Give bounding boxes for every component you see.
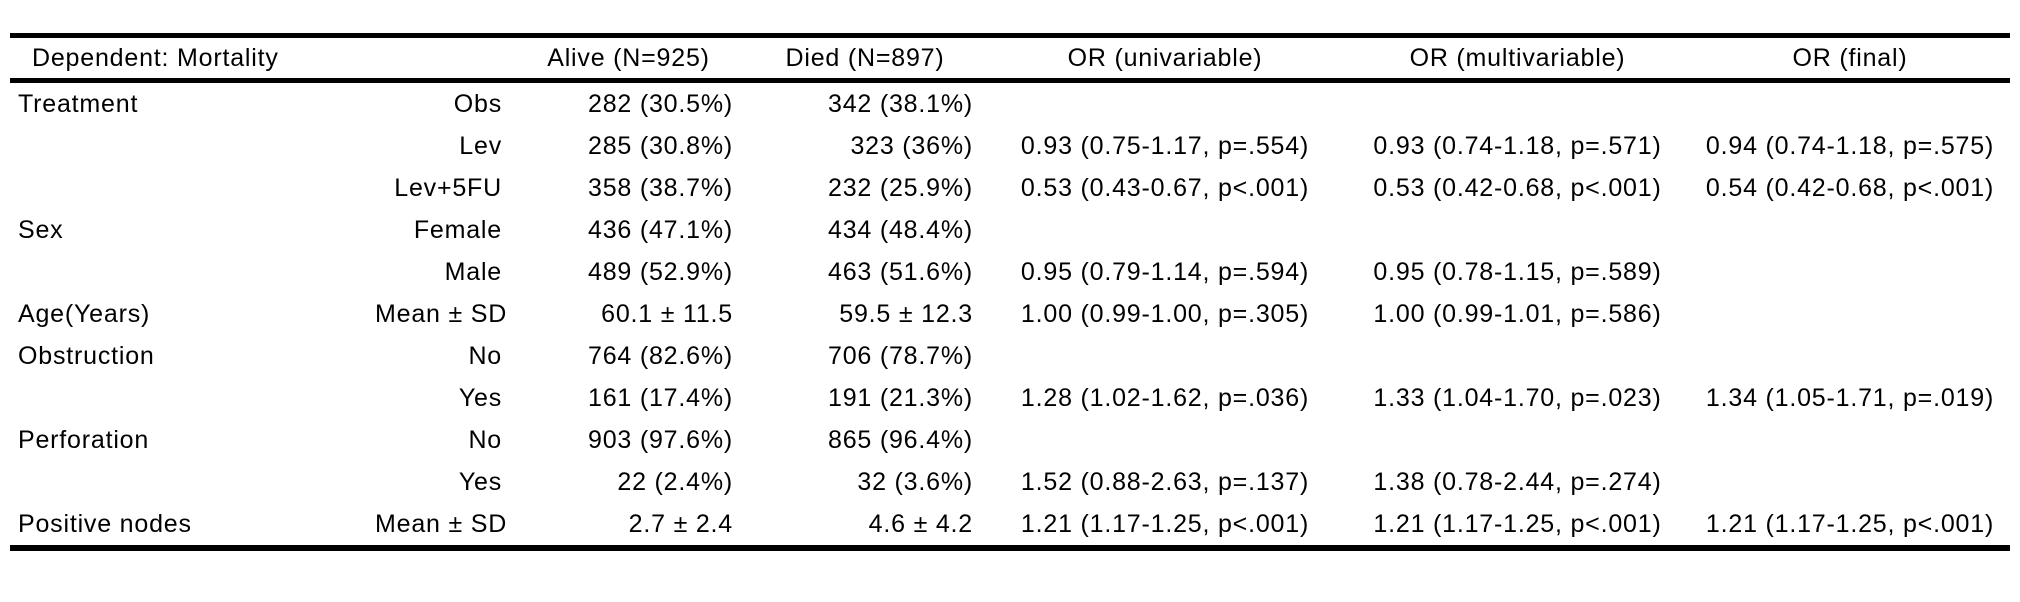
cell-variable — [10, 251, 375, 293]
cell-or-univariable: 0.95 (0.79-1.14, p=.594) — [1020, 257, 1310, 286]
cell-died: 434 (48.4%) — [828, 215, 973, 244]
cell-alive: 285 (30.8%) — [588, 131, 733, 160]
cell-variable: Sex — [18, 215, 64, 244]
cell-alive: 358 (38.7%) — [588, 173, 733, 202]
table-row: Sex Female 436 (47.1%) 434 (48.4%) — [10, 209, 2010, 251]
cell-died: 191 (21.3%) — [828, 383, 973, 412]
cell-level: Female — [413, 215, 502, 244]
cell-alive: 764 (82.6%) — [588, 341, 733, 370]
table-row: Lev+5FU 358 (38.7%) 232 (25.9%) 0.53 (0.43-… — [10, 167, 2010, 209]
cell-or-univariable: 1.52 (0.88-2.63, p=.137) — [1020, 467, 1310, 496]
cell-level: Mean ± SD — [375, 299, 508, 328]
cell-alive: 161 (17.4%) — [588, 383, 733, 412]
header-or-final: OR (final) — [1690, 35, 2010, 83]
cell-or-final — [1690, 461, 2010, 503]
table-row: Perforation No 903 (97.6%) 865 (96.4%) — [10, 419, 2010, 461]
header-died: Died (N=897) — [745, 35, 985, 83]
cell-or-final: 1.34 (1.05-1.71, p=.019) — [1705, 383, 1995, 412]
cell-level: Obs — [453, 89, 502, 118]
cell-died: 865 (96.4%) — [828, 425, 973, 454]
cell-or-univariable: 1.00 (0.99-1.00, p=.305) — [1020, 299, 1310, 328]
cell-or-multivariable: 0.93 (0.74-1.18, p=.571) — [1373, 131, 1662, 160]
cell-or-univariable — [985, 419, 1345, 461]
table-row: Obstruction No 764 (82.6%) 706 (78.7%) — [10, 335, 2010, 377]
cell-or-final — [1690, 419, 2010, 461]
cell-or-multivariable: 0.95 (0.78-1.15, p=.589) — [1373, 257, 1662, 286]
cell-level: Lev — [459, 131, 502, 160]
cell-died: 32 (3.6%) — [857, 467, 973, 496]
cell-alive: 903 (97.6%) — [588, 425, 733, 454]
cell-or-multivariable: 1.00 (0.99-1.01, p=.586) — [1373, 299, 1662, 328]
cell-died: 232 (25.9%) — [828, 173, 973, 202]
cell-variable — [10, 461, 375, 503]
cell-or-multivariable — [1345, 419, 1690, 461]
cell-or-multivariable — [1345, 335, 1690, 377]
table-row: Treatment Obs 282 (30.5%) 342 (38.1%) — [10, 81, 2010, 126]
cell-or-univariable: 1.21 (1.17-1.25, p<.001) — [1020, 509, 1310, 538]
cell-or-multivariable — [1345, 81, 1690, 126]
cell-variable: Age(Years) — [18, 299, 151, 328]
cell-or-univariable: 0.93 (0.75-1.17, p=.554) — [1020, 131, 1310, 160]
cell-variable — [10, 377, 375, 419]
cell-variable — [10, 167, 375, 209]
cell-or-multivariable — [1345, 209, 1690, 251]
cell-alive: 2.7 ± 2.4 — [628, 509, 733, 538]
cell-variable: Treatment — [18, 89, 139, 118]
cell-or-final — [1690, 293, 2010, 335]
header-row: Dependent: Mortality Alive (N=925) Died … — [10, 35, 2010, 83]
cell-or-multivariable: 1.38 (0.78-2.44, p=.274) — [1373, 467, 1662, 496]
cell-alive: 436 (47.1%) — [588, 215, 733, 244]
cell-died: 342 (38.1%) — [828, 89, 973, 118]
cell-died: 323 (36%) — [850, 131, 973, 160]
table-row: Age(Years) Mean ± SD 60.1 ± 11.5 59.5 ± 12.… — [10, 293, 2010, 335]
cell-or-univariable: 1.28 (1.02-1.62, p=.036) — [1020, 383, 1310, 412]
cell-died: 706 (78.7%) — [828, 341, 973, 370]
cell-level: Yes — [458, 467, 502, 496]
table-row: Male 489 (52.9%) 463 (51.6%) 0.95 (0.79-1.1… — [10, 251, 2010, 293]
cell-or-final — [1690, 81, 2010, 126]
mortality-regression-table: Dependent: Mortality Alive (N=925) Died … — [10, 33, 2010, 551]
cell-or-final: 0.94 (0.74-1.18, p=.575) — [1705, 131, 1995, 160]
cell-level: Lev+5FU — [394, 173, 502, 202]
cell-alive: 60.1 ± 11.5 — [601, 299, 733, 328]
cell-variable — [10, 125, 375, 167]
cell-or-univariable — [985, 335, 1345, 377]
table-row: Lev 285 (30.8%) 323 (36%) 0.93 (0.75-1.17, … — [10, 125, 2010, 167]
cell-variable: Perforation — [18, 425, 150, 454]
cell-or-univariable: 0.53 (0.43-0.67, p<.001) — [1020, 173, 1310, 202]
cell-alive: 22 (2.4%) — [617, 467, 733, 496]
cell-level: Mean ± SD — [375, 509, 508, 538]
cell-or-multivariable: 1.33 (1.04-1.70, p=.023) — [1373, 383, 1662, 412]
cell-or-univariable — [985, 81, 1345, 126]
cell-level: Yes — [458, 383, 502, 412]
cell-or-final: 0.54 (0.42-0.68, p<.001) — [1705, 173, 1995, 202]
cell-variable: Positive nodes — [18, 509, 192, 538]
cell-level: No — [468, 341, 502, 370]
header-dependent-mortality: Dependent: Mortality — [10, 35, 375, 83]
header-alive: Alive (N=925) — [512, 35, 745, 83]
cell-alive: 282 (30.5%) — [588, 89, 733, 118]
table-row: Yes 161 (17.4%) 191 (21.3%) 1.28 (1.02-1.62… — [10, 377, 2010, 419]
cell-or-final: 1.21 (1.17-1.25, p<.001) — [1705, 509, 1995, 538]
cell-died: 463 (51.6%) — [828, 257, 973, 286]
cell-variable: Obstruction — [18, 341, 155, 370]
header-or-multivariable: OR (multivariable) — [1345, 35, 1690, 83]
table-row: Positive nodes Mean ± SD 2.7 ± 2.4 4.6 ± 4.… — [10, 503, 2010, 548]
cell-or-multivariable: 0.53 (0.42-0.68, p<.001) — [1373, 173, 1662, 202]
header-or-univariable: OR (univariable) — [985, 35, 1345, 83]
cell-died: 4.6 ± 4.2 — [868, 509, 973, 538]
cell-or-final — [1690, 209, 2010, 251]
cell-or-univariable — [985, 209, 1345, 251]
cell-or-final — [1690, 335, 2010, 377]
cell-level: No — [468, 425, 502, 454]
cell-or-final — [1690, 251, 2010, 293]
cell-level: Male — [444, 257, 502, 286]
table-row: Yes 22 (2.4%) 32 (3.6%) 1.52 (0.88-2.63, p=… — [10, 461, 2010, 503]
cell-died: 59.5 ± 12.3 — [839, 299, 973, 328]
cell-alive: 489 (52.9%) — [588, 257, 733, 286]
cell-or-multivariable: 1.21 (1.17-1.25, p<.001) — [1373, 509, 1662, 538]
header-level — [375, 35, 512, 83]
